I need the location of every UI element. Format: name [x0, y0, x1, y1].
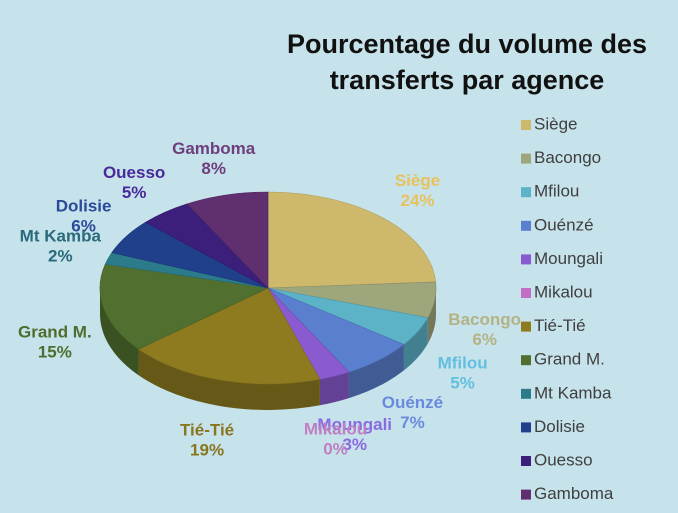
data-label: 6% [472, 330, 497, 349]
slice [99, 263, 270, 350]
data-label: 3% [342, 435, 367, 454]
data-label-name: Ouénzé [382, 393, 443, 412]
data-label-name: Ouesso [103, 163, 165, 182]
data-label: 0% [323, 439, 348, 458]
legend-swatch [521, 153, 531, 164]
data-label: 19% [190, 441, 224, 460]
legend-swatch [521, 422, 531, 433]
legend-swatch [521, 355, 531, 366]
legend-label: Bacongo [534, 148, 601, 167]
slice [186, 191, 269, 289]
slice-side [100, 288, 139, 376]
legend-label: Tié-Tié [534, 316, 586, 335]
legend-label: Siège [534, 114, 577, 133]
data-label: 5% [450, 374, 475, 393]
legend-label: Grand M. [534, 350, 605, 369]
legend-label: Moungali [534, 249, 603, 268]
data-label-name: Mfilou [438, 354, 488, 373]
slice [137, 287, 321, 385]
slice-side [427, 288, 437, 344]
legend-swatch [521, 288, 531, 298]
data-label-name: Dolisie [56, 196, 112, 215]
chart-title: Pourcentage du volume des transferts par… [286, 29, 648, 95]
legend-swatch [521, 456, 531, 466]
data-label: 24% [400, 191, 434, 210]
legend-swatch [521, 489, 531, 500]
slice-side [138, 349, 320, 410]
data-label: 15% [38, 342, 72, 361]
slice-side [348, 344, 404, 399]
data-label: 5% [122, 183, 147, 202]
slice-side [403, 317, 428, 371]
data-label-name: Tié-Tié [180, 421, 234, 440]
data-label: 6% [71, 216, 96, 235]
legend-swatch [521, 388, 531, 399]
data-label-name: Bacongo [448, 310, 521, 329]
legend-label: Ouesso [534, 450, 593, 469]
legend-label: Dolisie [534, 417, 585, 436]
data-label: 2% [48, 247, 73, 266]
legend-swatch [521, 187, 531, 198]
legend-label: Mt Kamba [534, 383, 612, 402]
slice [267, 191, 437, 289]
legend-label: Ouénzé [534, 215, 594, 234]
legend-swatch [521, 321, 531, 332]
legend-label: Mfilou [534, 182, 579, 201]
legend-label: Mikalou [534, 282, 593, 301]
slice-side [319, 372, 349, 406]
legend-label: Gamboma [534, 484, 614, 503]
data-label-name: Mikalou [304, 419, 367, 438]
legend-swatch [521, 254, 531, 265]
data-label-name: Mt Kamba [20, 227, 102, 246]
data-label-name: Gamboma [172, 139, 256, 158]
legend-swatch [521, 120, 531, 130]
data-label: 7% [400, 413, 425, 432]
data-label: 8% [201, 159, 226, 178]
data-label-name: Grand M. [18, 322, 92, 341]
legend-swatch [521, 220, 531, 231]
data-label-name: Siège [395, 171, 440, 190]
data-label-name: Moungali [317, 415, 392, 434]
